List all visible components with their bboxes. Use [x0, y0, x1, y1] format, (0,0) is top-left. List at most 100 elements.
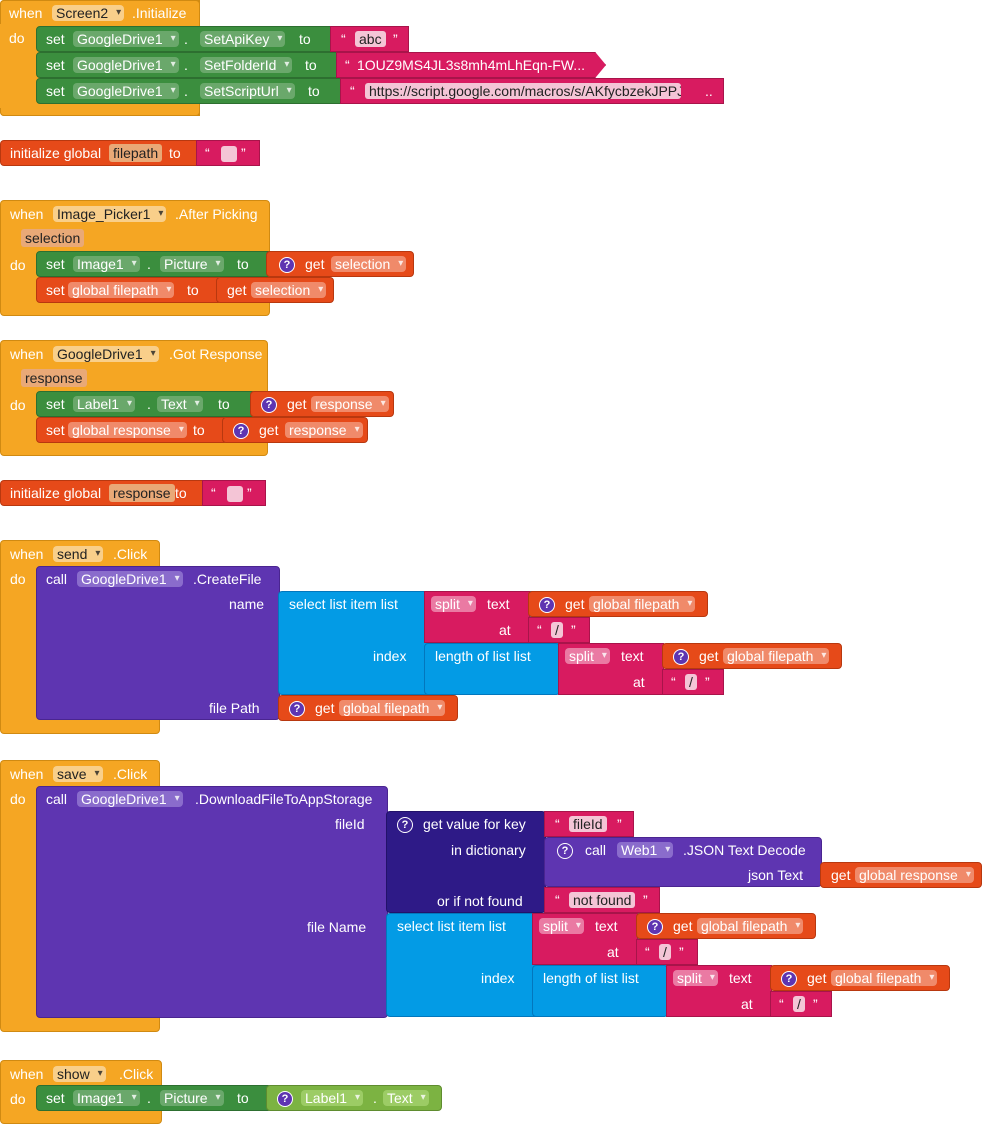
text-literal-block[interactable]: “ https://script.google.com/macros/s/AKf…	[340, 78, 724, 104]
call-createfile-block[interactable]: call GoogleDrive1 .CreateFile name file …	[36, 566, 280, 720]
help-icon[interactable]: ?	[647, 919, 663, 935]
variable-name-field[interactable]: response	[109, 484, 175, 502]
property-dropdown[interactable]: Text	[157, 396, 203, 412]
property-dropdown[interactable]: SetFolderId	[200, 57, 293, 73]
variable-dropdown[interactable]: global filepath	[68, 282, 175, 298]
property-dropdown[interactable]: Picture	[160, 1090, 224, 1106]
folder-id-value[interactable]: 1OUZ9MS4JL3s8mh4mLhEqn-FW...	[357, 57, 585, 73]
component-dropdown[interactable]: GoogleDrive1	[73, 83, 179, 99]
help-icon[interactable]: ?	[557, 843, 573, 859]
separator-literal[interactable]: “ / ”	[528, 617, 590, 643]
component-dropdown[interactable]: Image1	[73, 1090, 140, 1106]
key-literal[interactable]: “ fileId ”	[544, 811, 634, 837]
set-global-filepath-block[interactable]: set global filepath to	[36, 277, 222, 303]
variable-dropdown[interactable]: response	[311, 396, 389, 412]
component-dropdown[interactable]: save	[53, 766, 103, 782]
component-dropdown[interactable]: Web1	[617, 842, 674, 858]
call-downloadfile-block[interactable]: call GoogleDrive1 .DownloadFileToAppStor…	[36, 786, 388, 1018]
help-icon[interactable]: ?	[261, 397, 277, 413]
help-icon[interactable]: ?	[673, 649, 689, 665]
help-icon[interactable]: ?	[279, 257, 295, 273]
component-dropdown[interactable]: show	[53, 1066, 106, 1082]
split-dropdown[interactable]: split	[431, 596, 476, 612]
set-label-text-block[interactable]: set Label1 . Text to	[36, 391, 256, 417]
init-global-filepath[interactable]: initialize global filepath to	[0, 140, 200, 166]
event-parameter[interactable]: selection	[21, 229, 85, 247]
text-literal-block[interactable]: “ abc ”	[330, 26, 409, 52]
screen-component-dropdown[interactable]: Screen2	[52, 5, 125, 21]
not-found-value[interactable]: not found	[569, 892, 636, 908]
component-dropdown[interactable]: GoogleDrive1	[77, 571, 183, 587]
separator-value[interactable]: /	[685, 674, 697, 690]
separator-literal[interactable]: “ / ”	[662, 669, 724, 695]
separator-literal[interactable]: “ / ”	[636, 939, 698, 965]
component-dropdown[interactable]: GoogleDrive1	[73, 31, 179, 47]
split-block[interactable]: split text at	[558, 643, 664, 695]
json-text-decode-block[interactable]: ? call Web1 .JSON Text Decode json Text	[544, 837, 822, 887]
variable-dropdown[interactable]: global response	[68, 422, 187, 438]
not-found-literal[interactable]: “ not found ”	[544, 887, 660, 913]
length-of-list-block[interactable]: length of list list	[424, 643, 560, 695]
empty-string-field[interactable]	[227, 486, 243, 502]
get-global-filepath-block[interactable]: ? get global filepath	[636, 913, 816, 939]
split-block[interactable]: split text at	[424, 591, 530, 643]
component-dropdown[interactable]: send	[53, 546, 104, 562]
split-dropdown[interactable]: split	[673, 970, 718, 986]
variable-dropdown[interactable]: global filepath	[339, 700, 446, 716]
empty-string-field[interactable]	[221, 146, 237, 162]
property-dropdown[interactable]: SetScriptUrl	[200, 83, 295, 99]
help-icon[interactable]: ?	[539, 597, 555, 613]
api-key-value[interactable]: abc	[355, 31, 386, 47]
init-global-response[interactable]: initialize global response to	[0, 480, 206, 506]
key-value[interactable]: fileId	[569, 816, 607, 832]
get-global-filepath-block[interactable]: ? get global filepath	[770, 965, 950, 991]
get-value-for-key-block[interactable]: ? get value for key in dictionary or if …	[386, 811, 546, 913]
set-global-response-block[interactable]: set global response to	[36, 417, 228, 443]
get-global-filepath-block[interactable]: ? get global filepath	[528, 591, 708, 617]
get-global-response-block[interactable]: get global response	[820, 862, 982, 888]
get-response-block[interactable]: ? get response	[250, 391, 394, 417]
help-icon[interactable]: ?	[781, 971, 797, 987]
set-folderid-block[interactable]: set GoogleDrive1 . SetFolderId to	[36, 52, 342, 78]
component-dropdown[interactable]: GoogleDrive1	[53, 346, 159, 362]
component-dropdown[interactable]: GoogleDrive1	[77, 791, 183, 807]
property-dropdown[interactable]: Text	[383, 1090, 429, 1106]
empty-text-literal[interactable]: “ ”	[202, 480, 266, 506]
event-parameter[interactable]: response	[21, 369, 87, 387]
property-dropdown[interactable]: SetApiKey	[200, 31, 286, 47]
variable-dropdown[interactable]: response	[285, 422, 363, 438]
variable-name-field[interactable]: filepath	[109, 144, 163, 162]
split-dropdown[interactable]: split	[539, 918, 584, 934]
get-selection-block[interactable]: ? get selection	[266, 251, 414, 277]
separator-literal[interactable]: “ / ”	[770, 991, 832, 1017]
help-icon[interactable]: ?	[233, 423, 249, 439]
separator-value[interactable]: /	[551, 622, 563, 638]
property-dropdown[interactable]: Picture	[160, 256, 224, 272]
component-dropdown[interactable]: Image_Picker1	[53, 206, 167, 222]
separator-value[interactable]: /	[659, 944, 671, 960]
get-response-block[interactable]: ? get response	[222, 417, 368, 443]
split-block[interactable]: split text at	[666, 965, 772, 1017]
variable-dropdown[interactable]: global filepath	[697, 918, 804, 934]
script-url-value[interactable]: https://script.google.com/macros/s/AKfyc…	[365, 83, 681, 99]
variable-dropdown[interactable]: selection	[251, 282, 327, 298]
component-dropdown[interactable]: Label1	[301, 1090, 364, 1106]
help-icon[interactable]: ?	[289, 701, 305, 717]
component-dropdown[interactable]: GoogleDrive1	[73, 57, 179, 73]
separator-value[interactable]: /	[793, 996, 805, 1012]
set-image-picture-block[interactable]: set Image1 . Picture to	[36, 251, 272, 277]
length-of-list-block[interactable]: length of list list	[532, 965, 668, 1017]
component-dropdown[interactable]: Label1	[73, 396, 136, 412]
variable-dropdown[interactable]: global response	[855, 867, 974, 883]
get-selection-block[interactable]: get selection	[216, 277, 334, 303]
set-scripturl-block[interactable]: set GoogleDrive1 . SetScriptUrl to	[36, 78, 346, 104]
get-label-text-block[interactable]: ? Label1 . Text	[266, 1085, 442, 1111]
variable-dropdown[interactable]: global filepath	[723, 648, 830, 664]
set-image-picture-block[interactable]: set Image1 . Picture to	[36, 1085, 272, 1111]
get-global-filepath-block[interactable]: ? get global filepath	[662, 643, 842, 669]
help-icon[interactable]: ?	[397, 817, 413, 833]
variable-dropdown[interactable]: global filepath	[831, 970, 938, 986]
component-dropdown[interactable]: Image1	[73, 256, 140, 272]
set-apikey-block[interactable]: set GoogleDrive1 . SetApiKey to	[36, 26, 336, 52]
help-icon[interactable]: ?	[277, 1091, 293, 1107]
